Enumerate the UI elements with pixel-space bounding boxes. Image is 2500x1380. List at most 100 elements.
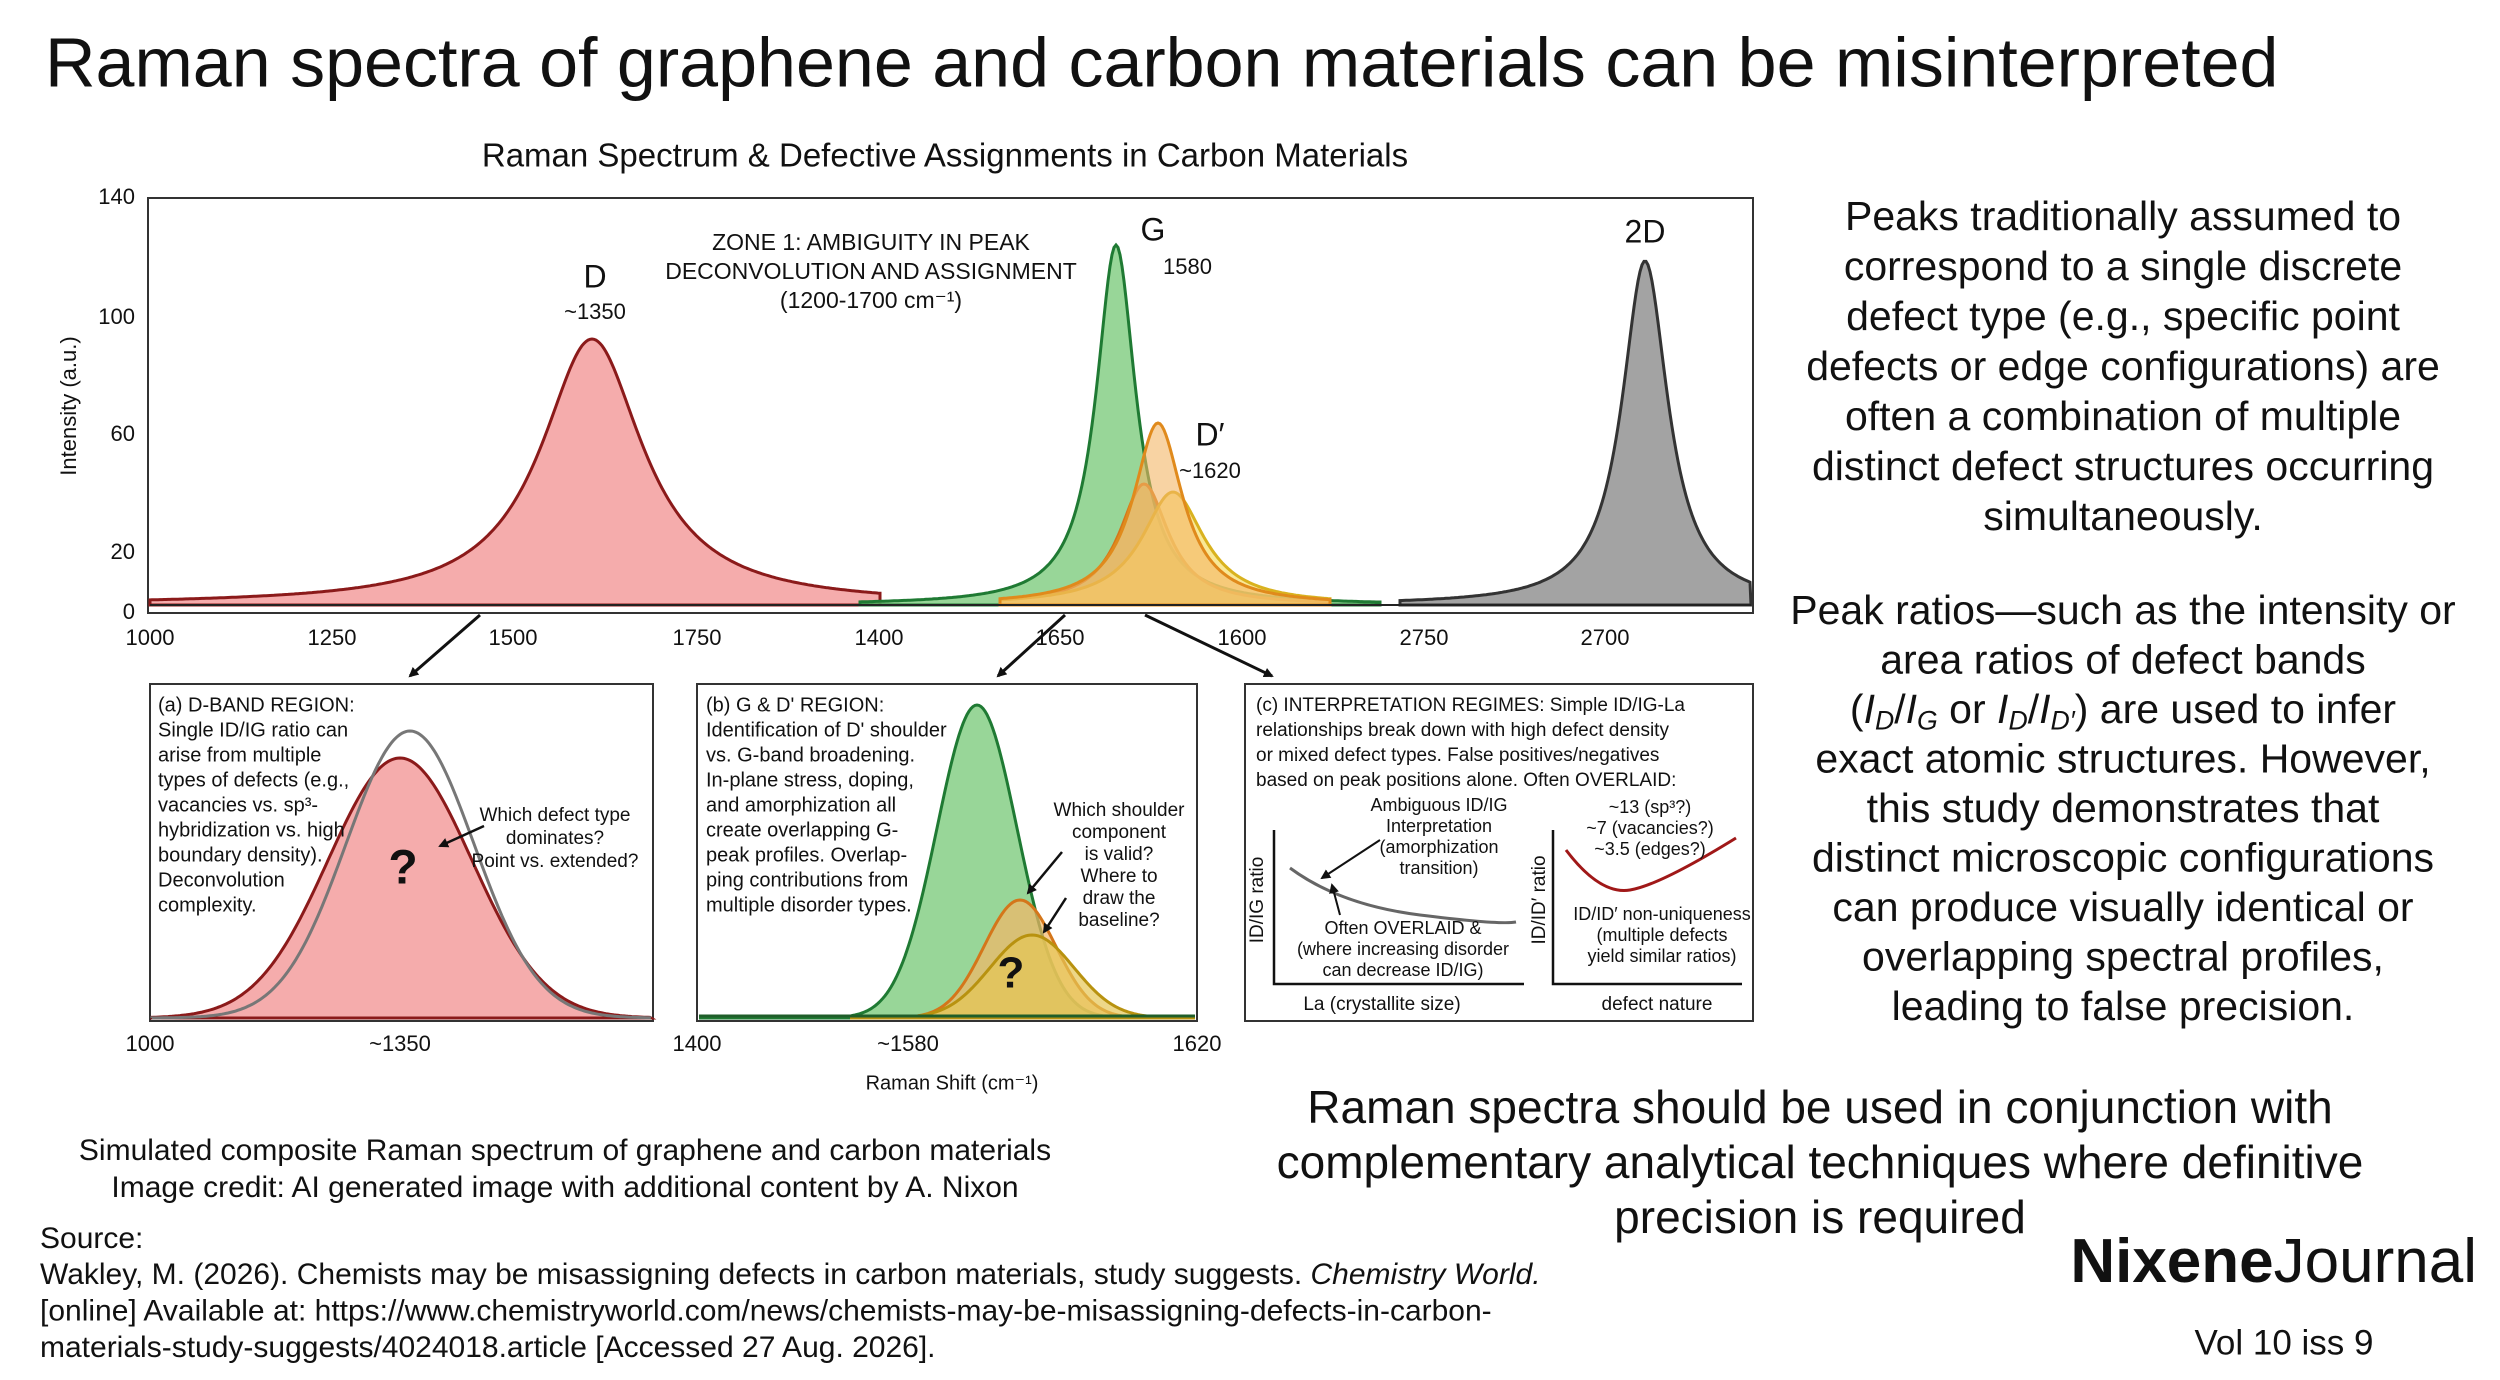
panel-text: Deconvolution	[158, 869, 285, 891]
panel-text: vs. G-band broadening.	[706, 744, 915, 766]
callout: Point vs. extended?	[472, 851, 639, 872]
text-run: I	[1997, 686, 2008, 732]
callout-arrow	[1042, 897, 1068, 934]
callout: draw the	[1083, 888, 1156, 909]
conclusion: precision is required	[1614, 1191, 2026, 1243]
panel-note: (where increasing disorder	[1297, 939, 1509, 959]
x-tick-label: 2750	[1400, 625, 1449, 650]
callout: component	[1072, 822, 1167, 843]
callout: dominates?	[506, 828, 604, 849]
question-mark: ?	[388, 842, 417, 895]
x-tick-label: 1750	[673, 625, 722, 650]
callout-arrow	[1026, 851, 1063, 895]
panel-note: Often OVERLAID &	[1324, 918, 1481, 938]
body-text: leading to false precision.	[1892, 983, 2355, 1029]
text-run: I	[1864, 686, 1875, 732]
panel-text: multiple disorder types.	[706, 894, 912, 916]
mini-x-label: La (crystallite size)	[1303, 994, 1460, 1015]
panel-text: hybridization vs. high	[158, 819, 345, 841]
callout-arrow	[438, 824, 485, 848]
panel-c-frame	[1244, 683, 1754, 1022]
y-tick-label: 60	[111, 421, 135, 446]
y-tick-label: 100	[98, 304, 135, 329]
text-run: (	[1850, 686, 1864, 732]
panel-text: Identification of D' shoulder	[706, 719, 947, 741]
panel-a-peak	[150, 756, 657, 1020]
panel-text: peak profiles. Overlap-	[706, 844, 907, 866]
x-tick-label: 1600	[1218, 625, 1267, 650]
panel-text: types of defects (e.g.,	[158, 769, 349, 791]
text-run: I	[2039, 686, 2050, 732]
zone-label: DECONVOLUTION AND ASSIGNMENT	[665, 258, 1077, 284]
text-run: /	[1894, 686, 1906, 732]
panel-text: (b) G & D' REGION:	[706, 694, 884, 716]
body-text: correspond to a single discrete	[1844, 243, 2402, 289]
peak-label: 2D	[1625, 213, 1666, 249]
body-text: defects or edge configurations) are	[1806, 343, 2440, 389]
body-text: area ratios of defect bands	[1880, 636, 2365, 682]
y-tick-label: 140	[98, 184, 135, 209]
panel-text: (a) D-BAND REGION:	[158, 694, 355, 716]
arrows	[408, 613, 1274, 678]
text-run: I	[1906, 686, 1917, 732]
panel-note: transition)	[1399, 858, 1478, 878]
d-peak	[148, 337, 882, 607]
x-axis-label: Raman Shift (cm⁻¹)	[866, 1072, 1039, 1094]
arrow	[1144, 613, 1274, 678]
source-label: Source:	[40, 1222, 143, 1255]
subscript: D	[2008, 705, 2027, 735]
source-line: Wakley, M. (2026). Chemists may be misas…	[40, 1258, 1541, 1291]
y-tick-label: 20	[111, 539, 135, 564]
panel-text: Single ID/IG ratio can	[158, 719, 348, 741]
callout: Where to	[1080, 866, 1157, 887]
x-tick-label: 1250	[308, 625, 357, 650]
panel-text: ping contributions from	[706, 869, 908, 891]
panel-a-overlay	[150, 729, 652, 1020]
panel-text: or mixed defect types. False positives/n…	[1256, 745, 1659, 766]
source-line: materials-study-suggests/4024018.article…	[40, 1331, 936, 1364]
arrow	[996, 613, 1067, 678]
subscript: D′	[2051, 705, 2076, 735]
panel-text: boundary density).	[158, 844, 323, 866]
panel-text: complexity.	[158, 894, 257, 916]
panel-note: Interpretation	[1386, 816, 1492, 836]
body-text: can produce visually identical or	[1832, 884, 2413, 930]
body-text: Peak ratios—such as the intensity or	[1790, 587, 2455, 633]
text-run: Chemistry World.	[1311, 1258, 1541, 1291]
y-axis-label: Intensity (a.u.)	[56, 336, 81, 475]
body-text: often a combination of multiple	[1845, 393, 2401, 439]
body-text: overlapping spectral profiles,	[1862, 933, 2384, 979]
panel-note: (amorphization	[1379, 837, 1498, 857]
panel-tick-label: 1620	[1173, 1031, 1222, 1056]
caption: Image credit: AI generated image with ad…	[111, 1171, 1018, 1204]
source-line: [online] Available at: https://www.chemi…	[40, 1294, 1492, 1327]
zone-label: (1200-1700 cm⁻¹)	[780, 287, 962, 313]
callout: Which shoulder	[1054, 800, 1186, 821]
main-plot-frame	[147, 197, 1754, 614]
callout-arrow	[1329, 883, 1341, 916]
mini-axes	[1272, 830, 1524, 986]
body-text: defect type (e.g., specific point	[1846, 293, 2400, 339]
brand-bold: Nixene	[2070, 1227, 2273, 1296]
panel-text: arise from multiple	[158, 744, 321, 766]
body-text: distinct defect structures occurring	[1812, 443, 2434, 489]
x-tick-label: 2700	[1581, 625, 1630, 650]
panel-tick-label: 1400	[673, 1031, 722, 1056]
body-text: Peaks traditionally assumed to	[1845, 193, 2401, 239]
panel-note: ~13 (sp³?)	[1609, 797, 1692, 817]
panel-note: ID/ID′ non-uniqueness	[1573, 904, 1750, 924]
peak-position: 1580	[1163, 254, 1212, 279]
panel-text: (c) INTERPRETATION REGIMES: Simple ID/IG…	[1256, 695, 1685, 716]
panel-tick-label: 1000	[126, 1031, 175, 1056]
conclusion: Raman spectra should be used in conjunct…	[1307, 1081, 2332, 1133]
peak-label: G	[1141, 211, 1166, 247]
panel-note: ~7 (vacancies?)	[1586, 818, 1714, 838]
text-run: ) are used to infer	[2075, 686, 2396, 732]
brand: NixeneJournal	[2070, 1227, 2477, 1296]
x-tick-label: 1400	[855, 625, 904, 650]
panel-tick-label: ~1350	[369, 1031, 431, 1056]
panel-text: based on peak positions alone. Often OVE…	[1256, 770, 1676, 791]
panel-note: Ambiguous ID/IG	[1370, 795, 1507, 815]
ratio-curve	[1289, 866, 1517, 925]
peak-position: ~1620	[1179, 458, 1241, 483]
